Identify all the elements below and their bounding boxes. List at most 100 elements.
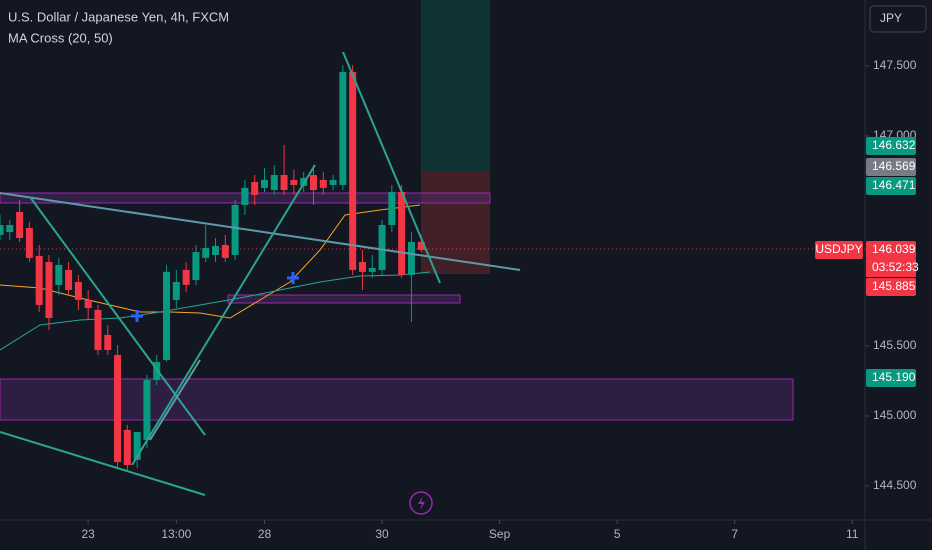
price-tag-label: 146.039	[872, 242, 916, 256]
plot	[0, 64, 425, 472]
candle-body	[6, 224, 14, 232]
trendline	[342, 51, 441, 284]
candle-body	[251, 182, 259, 195]
candle-body	[368, 267, 376, 272]
price-tag-bg	[866, 177, 916, 195]
candle-body	[0, 224, 4, 235]
x-tick-label: 13:00	[161, 527, 191, 541]
price-tag: 146.039 03:52:33	[866, 241, 919, 277]
candle-body	[74, 281, 82, 300]
price-tag-label: 146.632	[872, 138, 916, 152]
candle-body	[172, 281, 180, 300]
price-tag: 145.885	[866, 278, 916, 296]
candle-body	[309, 175, 317, 190]
trendline	[131, 164, 316, 466]
price-tag-bg	[866, 137, 916, 155]
candle-body	[55, 264, 63, 285]
candle-body	[329, 179, 337, 185]
x-tick-label: 23	[81, 527, 95, 541]
ma-slow	[0, 271, 431, 351]
chart-title: U.S. Dollar / Japanese Yen, 4h, FXCM	[8, 9, 229, 24]
y-tick-label: 147.500	[873, 58, 917, 72]
candle-body	[202, 247, 210, 258]
event-icon	[409, 491, 433, 515]
candle-body	[25, 227, 33, 258]
price-tag-bg	[866, 158, 916, 176]
ma-fast	[0, 204, 421, 319]
candle-body	[94, 309, 102, 351]
price-tag: 146.471	[866, 177, 916, 195]
zone	[0, 378, 794, 421]
candle-body	[182, 269, 190, 285]
price-tag-bg	[866, 241, 916, 259]
countdown-bg	[866, 259, 916, 277]
candle-body	[231, 204, 239, 255]
zone	[227, 294, 461, 304]
candle-body	[358, 261, 366, 272]
candle-body	[398, 191, 406, 275]
drawings	[0, 0, 865, 421]
y-tick-label: 144.500	[873, 478, 917, 492]
candle-body	[192, 252, 200, 281]
x-tick-label: 7	[731, 527, 738, 541]
currency-button-label[interactable]: JPY	[880, 11, 902, 25]
price-tag-label: 145.885	[872, 279, 916, 293]
candle-body	[114, 354, 122, 463]
target-zone	[421, 0, 490, 172]
candle-body	[123, 429, 131, 465]
candle-body	[241, 187, 249, 205]
price-tag-bg	[866, 278, 916, 296]
price-tag-bg	[866, 369, 916, 387]
price-tag-label: 145.190	[872, 370, 916, 384]
candle-body	[84, 299, 92, 309]
candle-body	[349, 71, 357, 270]
price-tag: 146.569	[866, 158, 916, 176]
cross-marker	[131, 272, 299, 322]
candle-body	[270, 175, 278, 190]
x-tick-label: 30	[375, 527, 389, 541]
candle-body	[212, 245, 220, 255]
candle-body	[104, 334, 112, 351]
trendlines	[0, 51, 521, 515]
trendline	[0, 431, 206, 496]
x-tick-label: 5	[614, 527, 621, 541]
candle-body	[133, 431, 141, 460]
candle-body	[290, 179, 298, 185]
candle-body	[319, 179, 327, 188]
candle-body	[65, 269, 73, 290]
trendline	[29, 196, 206, 436]
stop-zone	[421, 172, 490, 274]
candle-body	[339, 71, 347, 185]
candle-body	[163, 271, 171, 360]
candle-body	[407, 241, 415, 275]
candle-body	[378, 224, 386, 270]
candle-body	[388, 191, 396, 225]
currency-button[interactable]	[869, 5, 927, 33]
candle-body	[45, 261, 53, 318]
symbol-tag-label: USDJPY	[815, 242, 862, 256]
symbol-tag	[815, 241, 863, 259]
candle-body	[417, 241, 425, 250]
candle-body	[143, 379, 151, 440]
candle-body	[280, 175, 288, 190]
candle-body	[260, 179, 268, 188]
trendline	[149, 359, 201, 441]
price-tag: 146.632	[866, 137, 916, 155]
y-tick-label: 145.000	[873, 408, 917, 422]
x-tick-label: 11	[846, 527, 859, 541]
y-tick-label: 145.500	[873, 338, 917, 352]
trendline	[0, 192, 521, 271]
candle-body	[35, 255, 43, 305]
event-bolt	[418, 496, 425, 510]
price-tag-label: 146.569	[872, 159, 916, 173]
countdown: 03:52:33	[872, 260, 919, 274]
candle-body	[16, 211, 24, 239]
indicator-label: MA Cross (20, 50)	[8, 30, 113, 45]
price-tag: 145.190	[866, 369, 916, 387]
price-tag-label: 146.471	[872, 178, 916, 192]
x-tick-label: Sep	[489, 527, 511, 541]
candle-body	[221, 245, 229, 258]
x-tick-label: 28	[258, 527, 272, 541]
